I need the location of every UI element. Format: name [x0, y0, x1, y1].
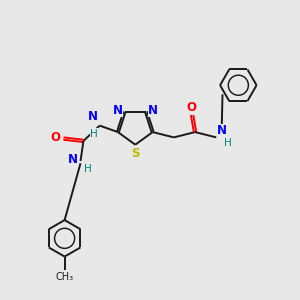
Text: N: N: [217, 124, 227, 137]
Text: H: H: [84, 164, 92, 174]
Text: H: H: [224, 138, 232, 148]
Text: N: N: [148, 104, 158, 117]
Text: S: S: [131, 147, 140, 160]
Text: H: H: [90, 129, 98, 139]
Text: N: N: [68, 153, 78, 166]
Text: CH₃: CH₃: [56, 272, 74, 282]
Text: O: O: [187, 101, 196, 114]
Text: N: N: [113, 104, 123, 117]
Text: N: N: [88, 110, 98, 123]
Text: O: O: [50, 131, 60, 144]
